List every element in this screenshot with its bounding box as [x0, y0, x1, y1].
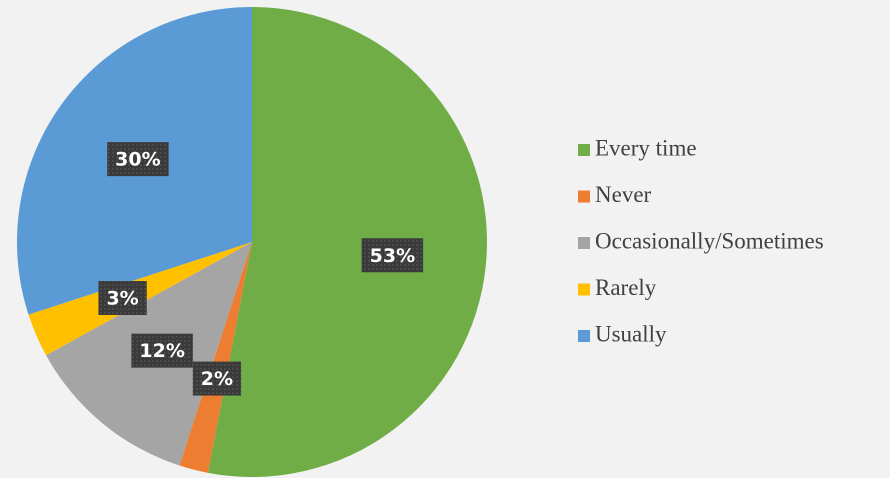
legend-marker	[578, 237, 590, 249]
legend-label: Occasionally/Sometimes	[595, 228, 824, 253]
legend-label: Usually	[595, 321, 667, 346]
data-label: 2%	[201, 368, 233, 390]
data-label-box	[131, 333, 193, 368]
legend-marker	[578, 283, 590, 296]
legend-marker	[578, 330, 590, 342]
legend-label: Every time	[595, 135, 697, 160]
data-label: 12%	[139, 340, 184, 362]
data-label: 53%	[370, 245, 415, 267]
data-label-box	[192, 361, 242, 396]
data-label: 30%	[115, 149, 160, 171]
legend-label: Never	[595, 182, 652, 207]
data-label-box	[107, 142, 169, 177]
pie-slice	[179, 242, 252, 473]
legend-marker	[578, 190, 590, 203]
legend-marker	[578, 144, 590, 156]
legend-label: Rarely	[595, 275, 657, 300]
pie-slice	[207, 7, 487, 477]
data-label-box	[361, 238, 424, 273]
data-label-box	[98, 280, 147, 315]
data-label: 3%	[106, 287, 138, 309]
